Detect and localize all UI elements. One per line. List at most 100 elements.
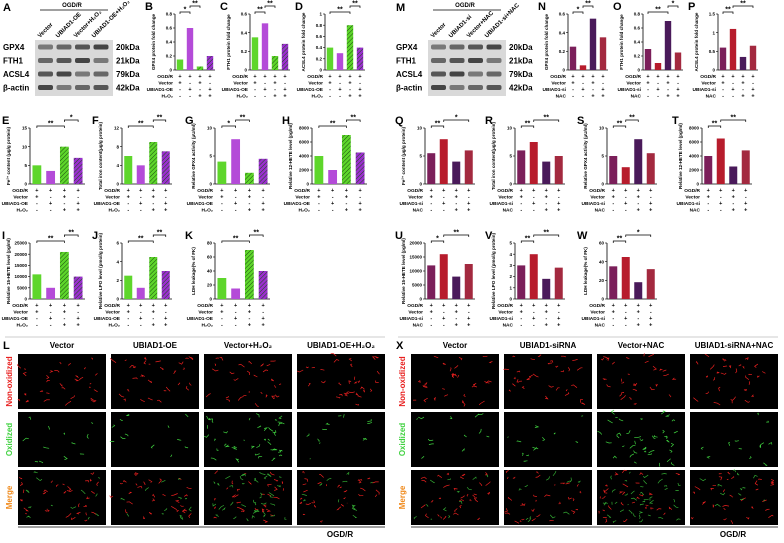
bar bbox=[46, 170, 56, 184]
stain bbox=[420, 472, 491, 521]
bar bbox=[621, 257, 630, 299]
condition-sign: - bbox=[262, 310, 264, 316]
bar bbox=[634, 139, 643, 184]
condition-sign: - bbox=[430, 316, 432, 322]
y-tick-label: 10 bbox=[599, 126, 605, 131]
condition-sign: - bbox=[732, 94, 734, 100]
condition-sign: - bbox=[443, 208, 445, 214]
bar bbox=[161, 151, 170, 184]
condition-sign: + bbox=[442, 316, 445, 322]
panel-label: S bbox=[577, 115, 584, 127]
condition-name: Vector bbox=[198, 310, 213, 316]
y-axis-label: FTH1 protein fold change bbox=[619, 14, 624, 70]
stain bbox=[16, 357, 98, 406]
condition-sign: + bbox=[442, 188, 445, 194]
condition-sign: - bbox=[707, 201, 709, 207]
y-tick-label: 0.6 bbox=[634, 26, 641, 31]
condition-sign: + bbox=[646, 81, 649, 87]
y-tick-label: 0.2 bbox=[634, 54, 641, 59]
condition-sign: - bbox=[248, 316, 250, 322]
bar bbox=[258, 271, 268, 299]
bar bbox=[176, 59, 184, 70]
y-tick-label: 4 bbox=[509, 252, 512, 257]
column-label: Vector+NAC bbox=[618, 341, 665, 350]
y-tick-label: 4000 bbox=[299, 154, 310, 159]
y-tick-label: 1 bbox=[319, 12, 322, 17]
condition-name: UBIAD1-si bbox=[400, 201, 423, 207]
condition-name: Vector bbox=[701, 81, 716, 87]
condition-sign: + bbox=[234, 201, 237, 207]
significance-bracket bbox=[443, 119, 470, 122]
condition-sign: - bbox=[722, 87, 724, 93]
condition-sign: + bbox=[262, 188, 265, 194]
condition-sign: + bbox=[358, 74, 361, 80]
y-tick-label: 60 bbox=[207, 255, 213, 260]
condition-sign: - bbox=[520, 323, 522, 329]
bar bbox=[529, 142, 538, 184]
panel-label: H bbox=[282, 115, 290, 127]
condition-sign: - bbox=[558, 310, 560, 316]
condition-sign: + bbox=[532, 188, 535, 194]
y-tick-label: 0 bbox=[116, 182, 119, 187]
condition-sign: - bbox=[637, 201, 639, 207]
condition-name: OGD/R bbox=[197, 303, 213, 309]
condition-name: UBIAD1-si bbox=[582, 201, 605, 207]
y-tick-label: 80 bbox=[207, 241, 213, 246]
y-tick-label: 40 bbox=[207, 269, 213, 274]
y-tick-label: 25000 bbox=[14, 241, 27, 246]
y-tick-label: 0 bbox=[169, 68, 172, 73]
condition-sign: + bbox=[601, 74, 604, 80]
condition-sign: + bbox=[557, 316, 560, 322]
condition-sign: + bbox=[331, 201, 334, 207]
condition-name: UBIAD1-OE bbox=[2, 316, 29, 322]
y-tick-label: 0 bbox=[306, 182, 309, 187]
condition-sign: - bbox=[732, 201, 734, 207]
micrograph bbox=[297, 470, 385, 525]
condition-sign: + bbox=[152, 208, 155, 214]
y-axis-label: Relative GPX4 activity (μU/ml) bbox=[583, 123, 588, 189]
condition-name: OGD/R bbox=[589, 188, 605, 194]
significance-bracket bbox=[647, 11, 669, 14]
condition-sign: - bbox=[221, 323, 223, 329]
condition-sign: + bbox=[649, 303, 652, 309]
y-tick-label: 5000 bbox=[412, 283, 423, 288]
condition-sign: + bbox=[127, 188, 130, 194]
condition-sign: - bbox=[720, 208, 722, 214]
condition-sign: + bbox=[744, 208, 747, 214]
condition-sign: + bbox=[455, 208, 458, 214]
condition-sign: - bbox=[189, 94, 191, 100]
condition-name: NAC bbox=[595, 208, 606, 214]
condition-sign: + bbox=[248, 208, 251, 214]
condition-sign: - bbox=[520, 208, 522, 214]
stain bbox=[203, 413, 285, 463]
condition-name: OGD/R bbox=[550, 74, 566, 80]
y-tick-label: 20000 bbox=[14, 252, 27, 257]
condition-sign: + bbox=[139, 201, 142, 207]
condition-name: UBIAD1-OE bbox=[94, 316, 121, 322]
bar bbox=[704, 156, 713, 184]
y-tick-label: 6 bbox=[116, 241, 119, 246]
bar bbox=[719, 47, 727, 70]
condition-sign: + bbox=[208, 87, 211, 93]
row-label: Non-oxidized bbox=[5, 356, 14, 406]
bar bbox=[136, 165, 145, 184]
condition-sign: - bbox=[443, 195, 445, 201]
significance-bracket bbox=[722, 11, 734, 14]
condition-sign: + bbox=[591, 94, 594, 100]
condition-name: UBIAD1-OE bbox=[297, 87, 324, 93]
condition-sign: + bbox=[198, 81, 201, 87]
bar bbox=[46, 287, 56, 299]
panel-label: G bbox=[185, 115, 194, 127]
stain bbox=[109, 356, 194, 403]
significance-bracket bbox=[732, 5, 754, 8]
y-tick-label: 10 bbox=[22, 144, 28, 149]
bar bbox=[729, 166, 738, 184]
condition-sign: + bbox=[127, 310, 130, 316]
y-tick-label: 5 bbox=[419, 154, 422, 159]
significance-label: ** bbox=[725, 7, 731, 14]
row-label: Merge bbox=[398, 485, 407, 509]
condition-sign: + bbox=[467, 188, 470, 194]
bar bbox=[554, 267, 563, 299]
condition-sign: + bbox=[63, 195, 66, 201]
condition-sign: + bbox=[707, 195, 710, 201]
